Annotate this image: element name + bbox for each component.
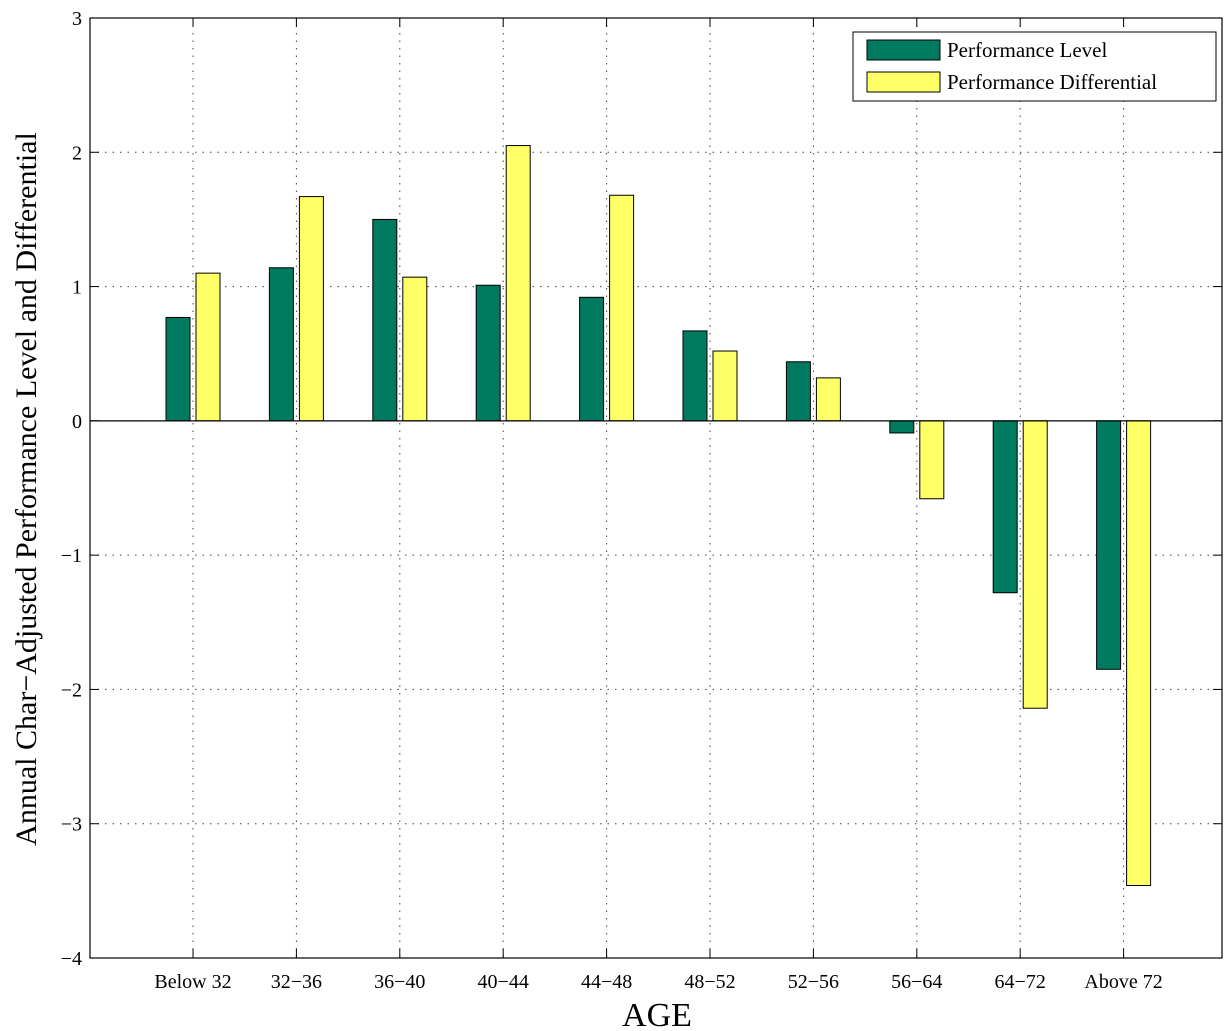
y-tick-label: 2 xyxy=(72,142,82,164)
y-axis-title: Annual Char−Adjusted Performance Level a… xyxy=(10,132,43,846)
y-tick-label: −3 xyxy=(61,814,82,836)
bar-performance-differential xyxy=(815,377,841,422)
legend-swatch-performance-differential xyxy=(866,71,941,93)
bar-performance-level xyxy=(475,284,501,422)
bar-performance-level xyxy=(785,361,811,422)
legend-label-performance-level: Performance Level xyxy=(947,38,1107,62)
legend-label-performance-differential: Performance Differential xyxy=(947,70,1157,94)
bar-performance-differential xyxy=(1126,420,1152,886)
x-tick-label: Below 32 xyxy=(154,971,231,993)
bar-performance-level xyxy=(889,420,915,434)
y-tick-label: −4 xyxy=(61,948,82,970)
x-tick-label: 36−40 xyxy=(374,971,425,993)
bar-performance-level xyxy=(992,420,1018,594)
bar-performance-level xyxy=(165,316,191,422)
bar-performance-differential xyxy=(505,145,531,422)
plot-area-border xyxy=(89,17,1223,959)
bar-performance-level xyxy=(682,330,708,422)
x-axis-title: AGE xyxy=(622,997,692,1031)
bar-performance-level xyxy=(579,296,605,422)
bar-performance-differential xyxy=(1022,420,1048,709)
bar-performance-differential xyxy=(712,350,738,422)
bars xyxy=(165,145,1152,886)
x-tick-label: 40−44 xyxy=(478,971,529,993)
legend: Performance Level Performance Differenti… xyxy=(852,31,1217,102)
bar-performance-differential xyxy=(195,272,221,422)
y-tick-label: −1 xyxy=(61,545,82,567)
grid-lines xyxy=(90,18,1222,958)
bar-performance-differential xyxy=(919,420,945,500)
bar-performance-differential xyxy=(402,276,428,422)
y-tick-label: −2 xyxy=(61,679,82,701)
bar-performance-differential xyxy=(298,196,324,422)
bar-performance-differential xyxy=(609,194,635,422)
legend-swatch-performance-level xyxy=(866,39,941,61)
x-tick-label: 52−56 xyxy=(788,971,839,993)
x-tick-label: 56−64 xyxy=(891,971,942,993)
bar-performance-level xyxy=(372,218,398,422)
y-tick-label: 3 xyxy=(72,8,82,30)
x-tick-label: 48−52 xyxy=(684,971,735,993)
y-tick-label: 0 xyxy=(72,411,82,433)
axes xyxy=(89,17,1223,959)
bar-performance-level xyxy=(268,267,294,422)
bar-performance-level xyxy=(1096,420,1122,670)
x-tick-label: 44−48 xyxy=(581,971,632,993)
tick-labels: −4 −3 −2 −1 0 1 2 3 Below 32 32−36 36−40 40−44 44−48… xyxy=(61,8,1163,993)
x-tick-label: 32−36 xyxy=(271,971,322,993)
y-tick-label: 1 xyxy=(72,277,82,299)
x-tick-label: 64−72 xyxy=(995,971,1046,993)
x-tick-label: Above 72 xyxy=(1084,971,1162,993)
